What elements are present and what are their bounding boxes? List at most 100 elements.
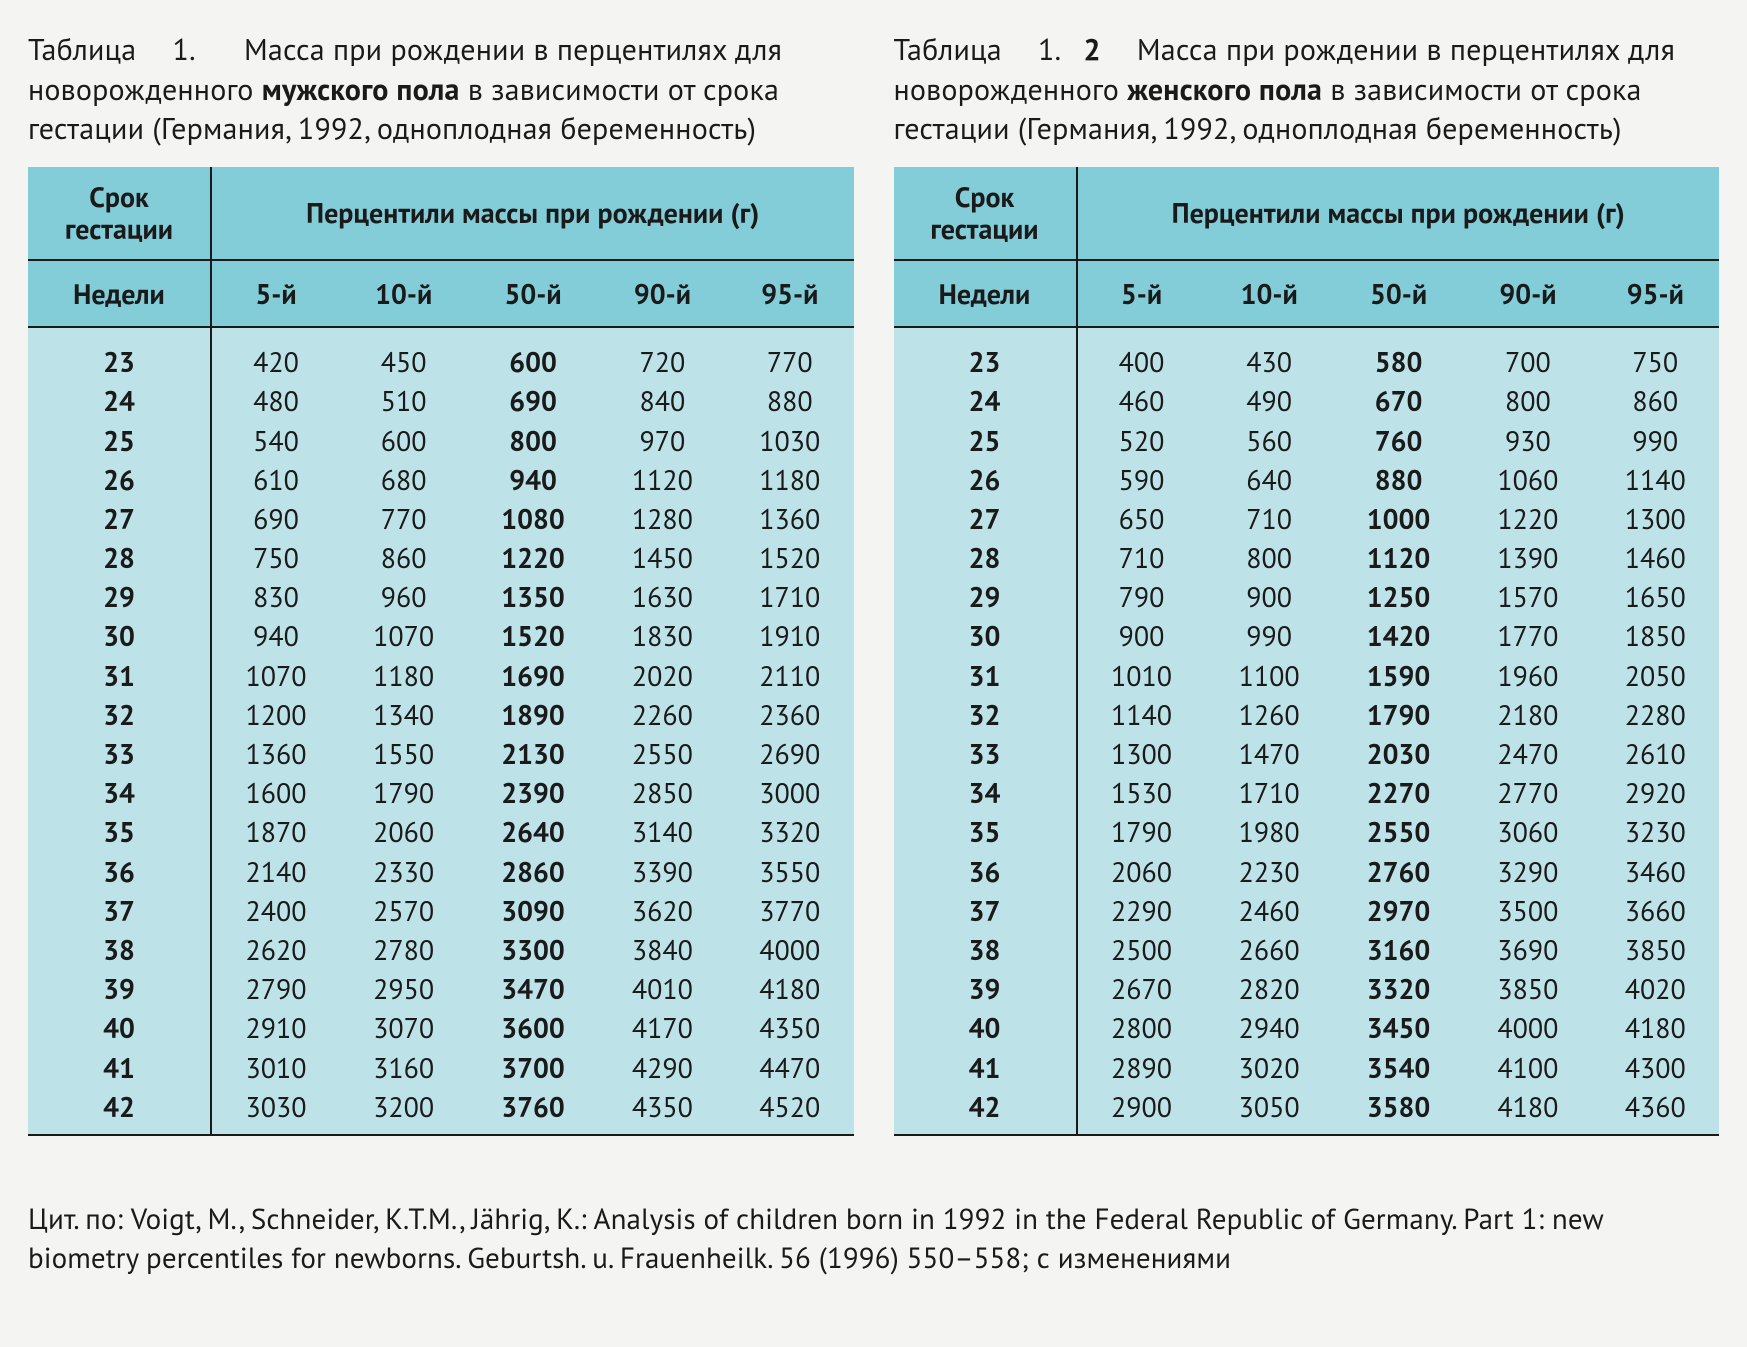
table-row: 309401070152018301910 [28,616,854,655]
value-cell: 840 [599,381,726,420]
table-row: 3722902460297035003660 [894,891,1720,930]
value-cell: 540 [211,421,340,460]
value-cell: 700 [1464,327,1591,381]
table-row: 3826202780330038404000 [28,930,854,969]
p50-cell: 3760 [467,1087,598,1135]
value-cell: 2950 [340,969,467,1008]
value-cell: 3850 [1464,969,1591,1008]
value-cell: 2500 [1077,930,1206,969]
value-cell: 2110 [726,656,853,695]
value-cell: 1770 [1464,616,1591,655]
value-cell: 610 [211,460,340,499]
week-cell: 28 [28,538,211,577]
p50-cell: 2130 [467,734,598,773]
value-cell: 2280 [1592,695,1719,734]
value-cell: 2850 [599,773,726,812]
table-label: Таблица [28,30,136,70]
p50-header: 50-й [467,260,598,327]
value-cell: 3770 [726,891,853,930]
p50-cell: 1790 [1333,695,1464,734]
value-cell: 1140 [1077,695,1206,734]
week-cell: 25 [28,421,211,460]
value-cell: 770 [340,499,467,538]
value-cell: 450 [340,327,467,381]
p50-cell: 2030 [1333,734,1464,773]
p50-cell: 940 [467,460,598,499]
value-cell: 1910 [726,616,853,655]
table-row: 255406008009701030 [28,421,854,460]
p95-header: 95-й [1592,260,1719,327]
table-2-caption: Таблица 1. 2 Масса при рождении в перцен… [894,30,1720,149]
value-cell: 590 [1077,460,1206,499]
value-cell: 2060 [340,812,467,851]
value-cell: 3140 [599,812,726,851]
value-cell: 1280 [599,499,726,538]
value-cell: 2620 [211,930,340,969]
value-cell: 2230 [1205,852,1332,891]
table-row: 3621402330286033903550 [28,852,854,891]
value-cell: 510 [340,381,467,420]
value-cell: 2360 [726,695,853,734]
value-cell: 460 [1077,381,1206,420]
table-row: 3620602230276032903460 [894,852,1720,891]
p10-header: 10-й [1205,260,1332,327]
value-cell: 860 [340,538,467,577]
week-cell: 33 [28,734,211,773]
week-cell: 36 [894,852,1077,891]
p50-cell: 3700 [467,1048,598,1087]
value-cell: 1550 [340,734,467,773]
value-cell: 1600 [211,773,340,812]
table-row: 3927902950347040104180 [28,969,854,1008]
p50-cell: 880 [1333,460,1464,499]
value-cell: 520 [1077,421,1206,460]
week-cell: 32 [894,695,1077,734]
value-cell: 4010 [599,969,726,1008]
p50-cell: 2270 [1333,773,1464,812]
table-row: 3211401260179021802280 [894,695,1720,734]
value-cell: 800 [1464,381,1591,420]
value-cell: 690 [211,499,340,538]
left-column: Таблица 1. Масса при рождении в перценти… [28,30,854,1136]
value-cell: 650 [1077,499,1206,538]
value-cell: 4000 [1464,1008,1591,1047]
gestation-header: Срок гестации [28,167,211,260]
value-cell: 3050 [1205,1087,1332,1135]
value-cell: 1630 [599,577,726,616]
value-cell: 970 [599,421,726,460]
week-cell: 29 [28,577,211,616]
table-row: 28750860122014501520 [28,538,854,577]
p50-cell: 2640 [467,812,598,851]
value-cell: 3160 [340,1048,467,1087]
table-row: 23400430580700750 [894,327,1720,381]
gestation-header-l2: гестации [65,210,173,247]
table-number-b: 2 [1083,30,1100,70]
table-row: 3313601550213025502690 [28,734,854,773]
value-cell: 1870 [211,812,340,851]
p50-cell: 3160 [1333,930,1464,969]
p50-cell: 1220 [467,538,598,577]
table-body-male: 2342045060072077024480510690840880255406… [28,327,854,1135]
table-row: 3212001340189022602360 [28,695,854,734]
week-cell: 25 [894,421,1077,460]
value-cell: 720 [599,327,726,381]
value-cell: 2050 [1592,656,1719,695]
table-row: 4028002940345040004180 [894,1008,1720,1047]
table-row: 29830960135016301710 [28,577,854,616]
value-cell: 770 [726,327,853,381]
p50-cell: 3540 [1333,1048,1464,1087]
p95-header: 95-й [726,260,853,327]
value-cell: 1100 [1205,656,1332,695]
value-cell: 3000 [726,773,853,812]
percentiles-span-header: Перцентили массы при рождении (г) [211,167,854,260]
week-cell: 35 [894,812,1077,851]
percentile-table-female: Срок гестации Перцентили массы при рожде… [894,167,1720,1136]
table-row: 28710800112013901460 [894,538,1720,577]
p50-cell: 2550 [1333,812,1464,851]
table-row: 4128903020354041004300 [894,1048,1720,1087]
week-cell: 35 [28,812,211,851]
p90-header: 90-й [1464,260,1591,327]
value-cell: 2470 [1464,734,1591,773]
citation-text: Цит. по: Voigt, M., Schneider, K.T.M., J… [28,1200,1719,1278]
value-cell: 1790 [1077,812,1206,851]
value-cell: 3550 [726,852,853,891]
